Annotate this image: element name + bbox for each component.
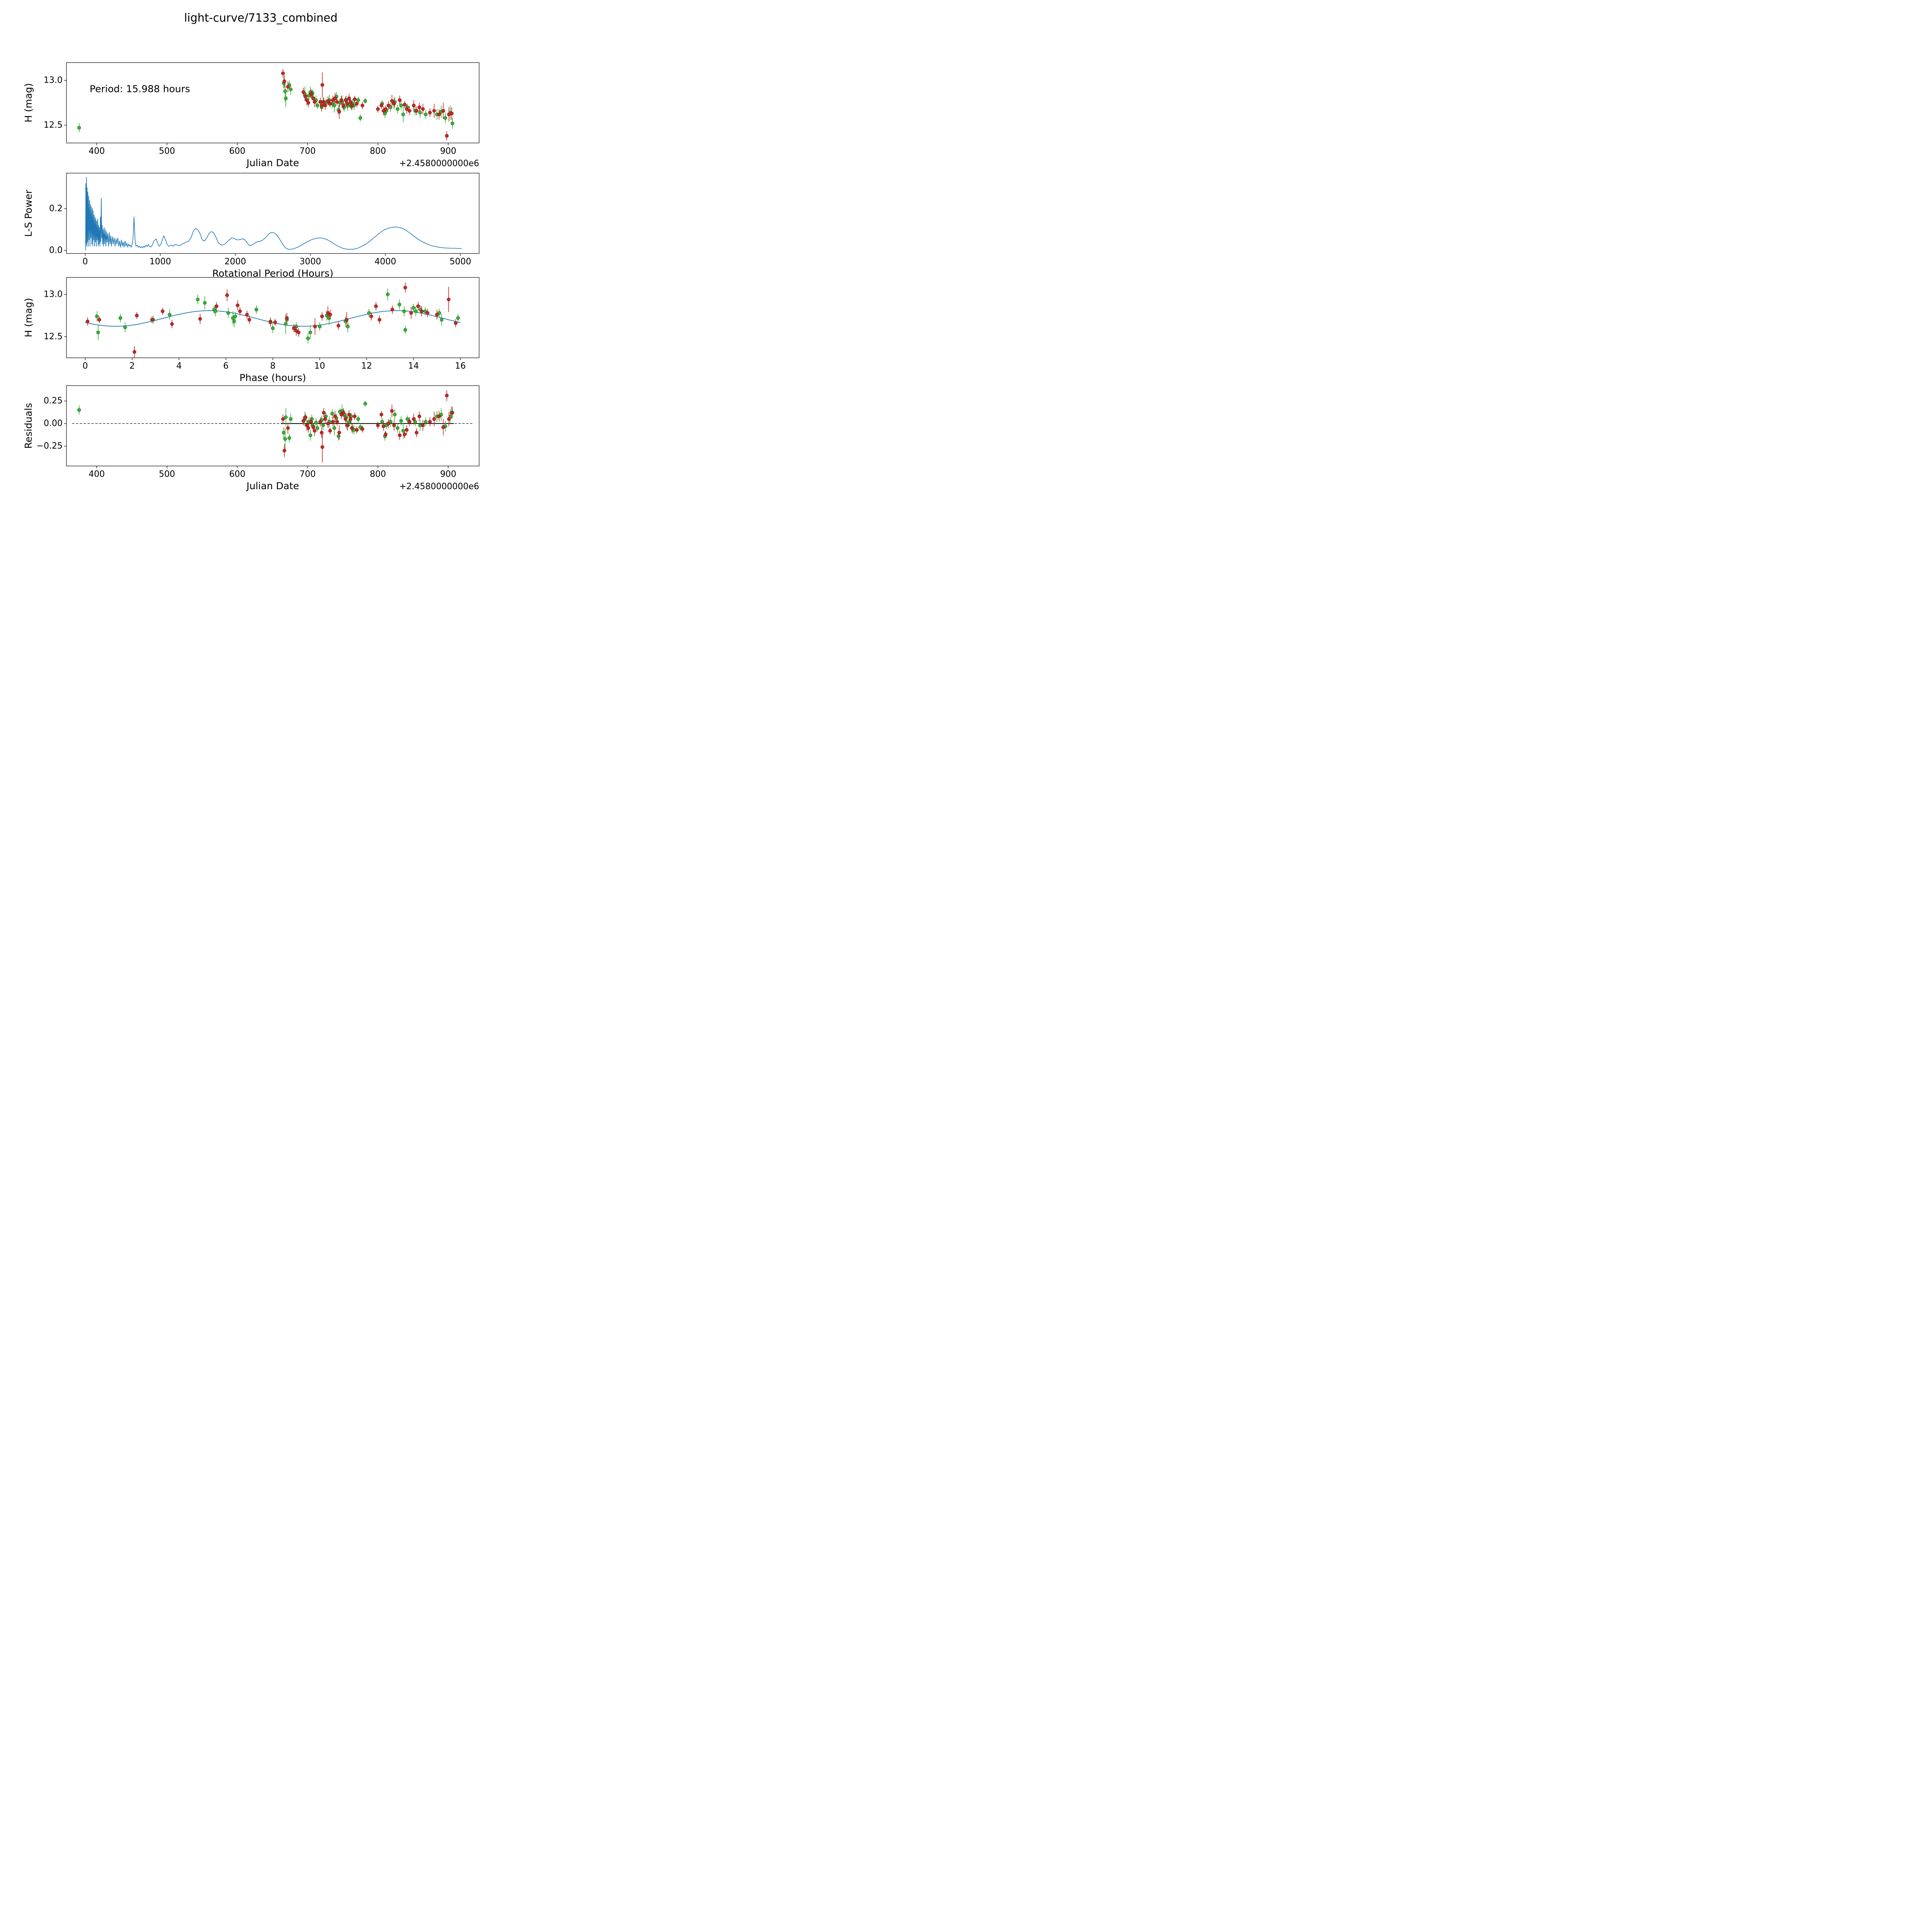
fourier-fit (85, 310, 461, 327)
y-axis-label: H (mag) (23, 83, 34, 122)
svg-text:13.0: 13.0 (44, 289, 63, 299)
series-red-phase (85, 282, 458, 358)
y-axis: 0.0 0.2 (49, 204, 66, 255)
axes-frame (66, 62, 480, 143)
svg-text:1000: 1000 (150, 257, 171, 267)
svg-text:400: 400 (88, 146, 105, 156)
figure-title: light-curve/7133_combined (184, 11, 337, 24)
svg-text:800: 800 (370, 146, 386, 156)
panel-phase: 0 2 4 6 8 10 12 14 16 12.5 13.0 Phase (hours) H (mag… (23, 277, 480, 383)
svg-text:13.0: 13.0 (44, 76, 63, 85)
svg-text:900: 900 (440, 469, 456, 479)
svg-text:8: 8 (270, 361, 276, 371)
svg-text:600: 600 (229, 469, 245, 479)
x-axis: 0 2 4 6 8 10 12 14 16 (83, 358, 466, 371)
y-axis-label: H (mag) (23, 298, 34, 337)
series-red-obs (281, 69, 454, 141)
x-axis: 400 500 600 700 800 900 (88, 143, 456, 156)
svg-text:−0.25: −0.25 (37, 441, 63, 451)
svg-text:600: 600 (229, 146, 245, 156)
x-axis-label: Phase (hours) (240, 372, 306, 383)
svg-text:12.5: 12.5 (44, 332, 63, 342)
axes-frame (66, 173, 480, 254)
svg-text:16: 16 (455, 361, 466, 371)
svg-text:0.0: 0.0 (49, 245, 63, 255)
ls-power-curve (85, 177, 462, 250)
y-axis: 12.5 13.0 (44, 289, 66, 342)
svg-text:3000: 3000 (299, 257, 321, 267)
svg-text:500: 500 (159, 469, 175, 479)
svg-text:4000: 4000 (374, 257, 396, 267)
x-axis-label: Rotational Period (Hours) (212, 268, 333, 279)
x-axis: 0 1000 2000 3000 4000 5000 (83, 253, 471, 267)
svg-text:0: 0 (83, 361, 88, 371)
svg-text:5000: 5000 (449, 257, 471, 267)
x-axis-label: Julian Date (246, 480, 299, 492)
axis-offset-text: +2.4580000000e6 (399, 482, 479, 492)
svg-text:700: 700 (299, 146, 316, 156)
y-axis-label: L-S Power (23, 189, 34, 237)
y-axis-label: Residuals (23, 403, 34, 449)
svg-text:800: 800 (370, 469, 386, 479)
svg-text:2000: 2000 (224, 257, 246, 267)
series-green-residuals (77, 401, 454, 450)
svg-text:6: 6 (223, 361, 229, 371)
svg-text:500: 500 (159, 146, 175, 156)
svg-text:0.25: 0.25 (44, 396, 63, 406)
panel-lightcurve: 400 500 600 700 800 900 12.5 13.0 Julian Date +2.… (23, 62, 480, 168)
x-axis-label: Julian Date (246, 157, 299, 168)
y-axis: 12.5 13.0 (44, 76, 66, 130)
svg-text:12.5: 12.5 (44, 120, 63, 130)
x-axis: 400 500 600 700 800 900 (88, 466, 456, 479)
svg-text:2: 2 (129, 361, 135, 371)
svg-text:900: 900 (440, 146, 456, 156)
panel-residuals: 400 500 600 700 800 900 −0.25 0.00 0.25 Julian Da… (23, 385, 480, 492)
series-green-phase (95, 288, 460, 344)
svg-text:0.00: 0.00 (44, 419, 63, 429)
svg-text:0: 0 (83, 257, 88, 267)
y-axis: −0.25 0.00 0.25 (37, 396, 66, 451)
axes-frame (66, 277, 480, 358)
period-annotation: Period: 15.988 hours (90, 83, 190, 94)
series-red-residuals (281, 390, 454, 463)
svg-text:700: 700 (299, 469, 316, 479)
figure-canvas: light-curve/7133_combined 400 500 600 700 80… (23, 11, 480, 492)
panel-periodogram: 0 1000 2000 3000 4000 5000 0.0 0.2 Rotational Pe… (23, 173, 480, 279)
figure-page: { "figure": {"title": "light-curve/7133_… (0, 0, 522, 522)
svg-text:12: 12 (361, 361, 372, 371)
svg-text:4: 4 (176, 361, 182, 371)
svg-text:0.2: 0.2 (49, 204, 63, 213)
axis-offset-text: +2.4580000000e6 (399, 159, 479, 168)
svg-text:400: 400 (88, 469, 105, 479)
svg-text:14: 14 (408, 361, 419, 371)
svg-text:10: 10 (314, 361, 325, 371)
axes-frame (66, 385, 480, 466)
